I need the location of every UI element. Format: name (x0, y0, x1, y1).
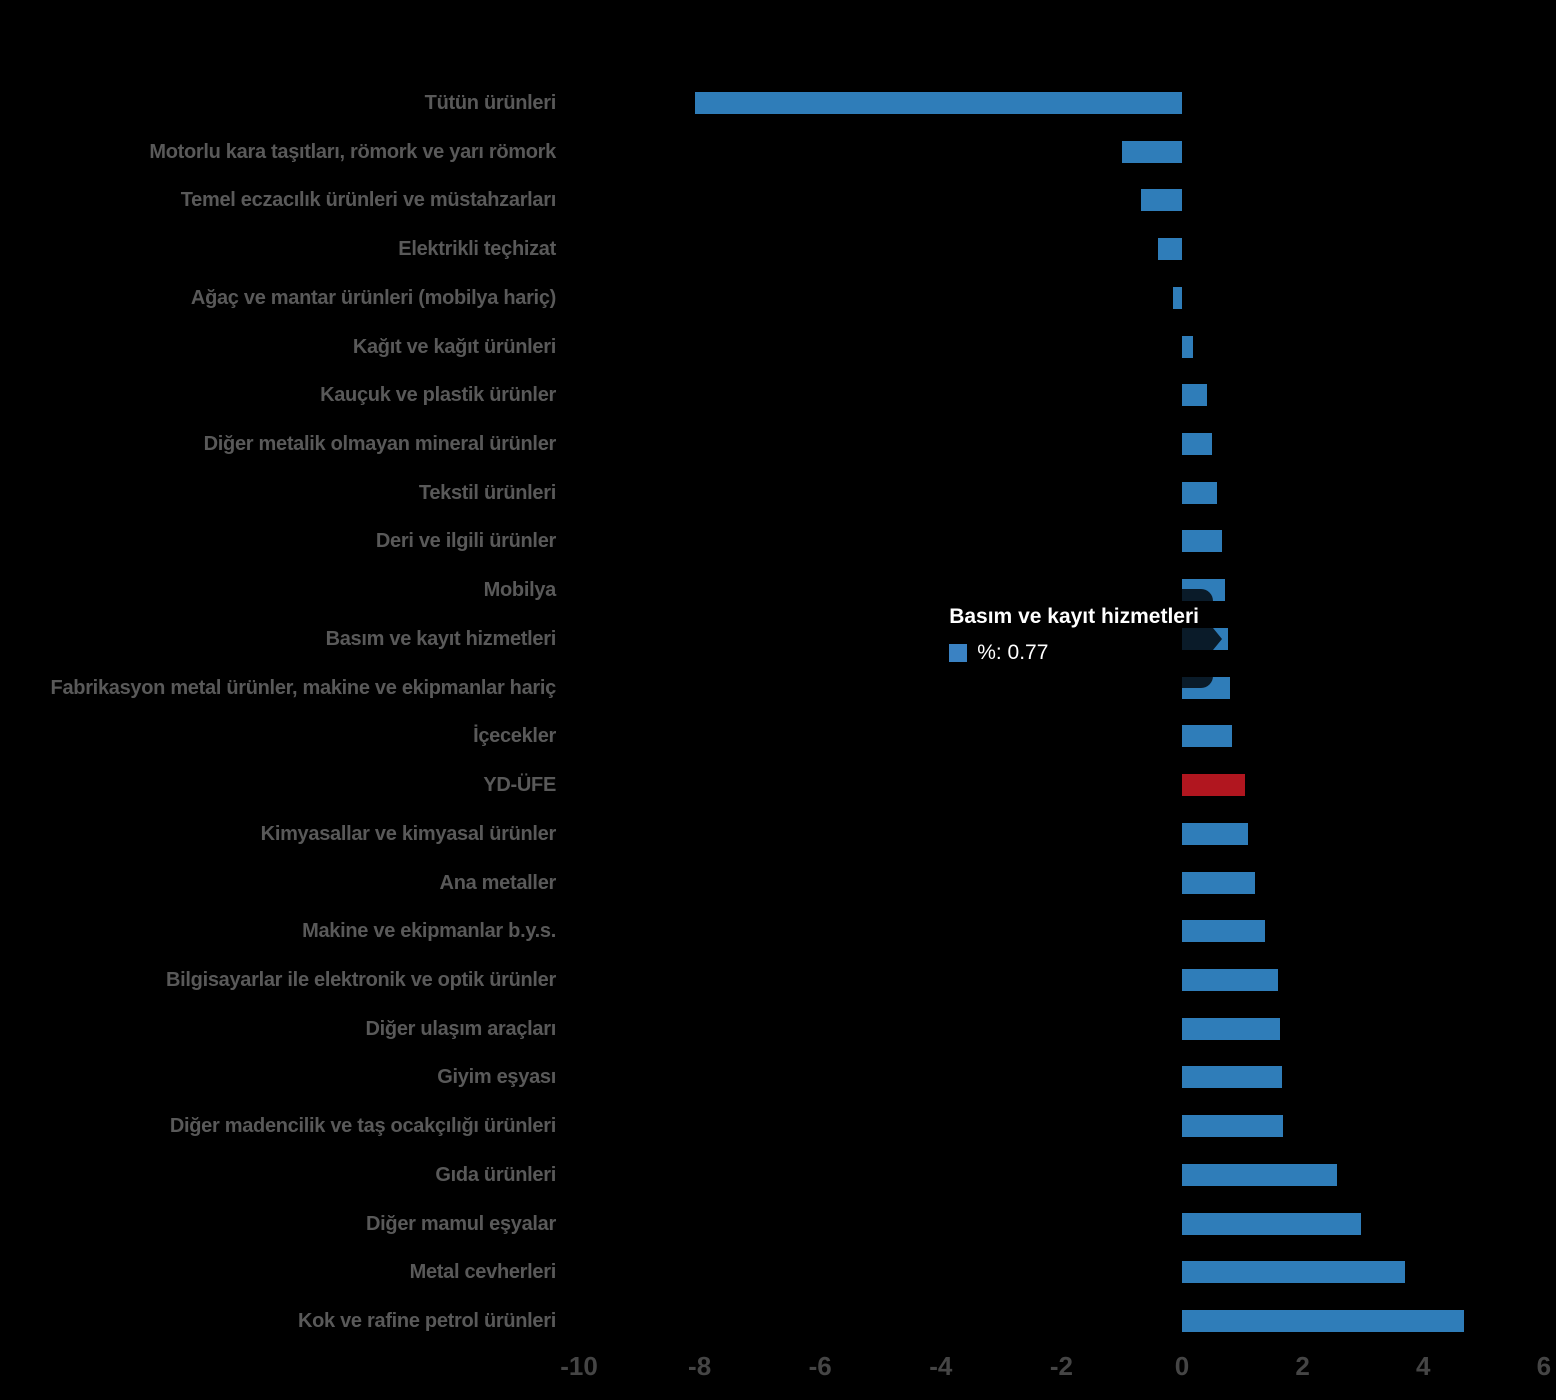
bar[interactable] (1172, 286, 1182, 309)
x-axis-tick: 6 (1536, 1351, 1552, 1381)
bar[interactable] (1182, 871, 1255, 894)
bar[interactable] (1182, 481, 1217, 504)
bar[interactable] (1182, 1115, 1283, 1138)
category-label: Metal cevherleri (409, 1261, 557, 1284)
x-axis-tick: -4 (929, 1351, 953, 1381)
bar[interactable] (1140, 189, 1182, 212)
x-axis-tick: -8 (688, 1351, 712, 1381)
category-label: Diğer mamul eşyalar (366, 1212, 556, 1235)
bar[interactable] (1182, 920, 1266, 943)
tooltip-title: Basım ve kayıt hizmetleri (949, 605, 1199, 628)
category-label: Ana metaller (439, 871, 557, 894)
bar[interactable] (694, 92, 1182, 114)
category-label: Kimyasallar ve kimyasal ürünler (260, 822, 557, 845)
category-label: Diğer ulaşım araçları (365, 1017, 557, 1040)
category-label: Kauçuk ve plastik ürünler (320, 384, 556, 407)
category-label: Gıda ürünleri (435, 1163, 556, 1186)
x-axis-tick: 2 (1295, 1351, 1310, 1381)
category-label: Motorlu kara taşıtları, römork ve yarı r… (149, 140, 556, 163)
category-label: Ağaç ve mantar ürünleri (mobilya hariç) (190, 286, 556, 309)
x-axis-tick: -10 (560, 1351, 598, 1381)
category-label: Deri ve ilgili ürünler (375, 530, 556, 553)
bar[interactable] (1157, 238, 1182, 261)
x-axis-tick: -2 (1049, 1351, 1073, 1381)
category-label: Kok ve rafine petrol ürünleri (297, 1310, 556, 1332)
category-label: Fabrikasyon metal ürünler, makine ve eki… (50, 676, 557, 699)
category-label: Diğer madencilik ve taş ocakçılığı ürünl… (169, 1115, 556, 1138)
x-axis-tick: 0 (1174, 1351, 1190, 1381)
category-label: Elektrikli teçhizat (398, 238, 556, 261)
tooltip-callout-arrow-icon (1213, 628, 1222, 650)
bar[interactable] (1122, 140, 1182, 163)
tooltip: Basım ve kayıt hizmetleri %: 0.77 (936, 589, 1222, 688)
bar[interactable] (1182, 1310, 1464, 1332)
bar[interactable] (1182, 335, 1193, 358)
category-label: Temel eczacılık ürünleri ve müstahzarlar… (180, 189, 557, 212)
bar[interactable] (1182, 822, 1248, 845)
tooltip-value: %: 0.77 (977, 641, 1049, 664)
bar[interactable] (1182, 1261, 1406, 1284)
category-label: Mobilya (483, 579, 557, 602)
series-swatch-icon (949, 644, 968, 662)
category-label: Giyim eşyası (437, 1066, 556, 1089)
bar[interactable] (1182, 725, 1233, 748)
category-label: İçecekler (473, 725, 556, 748)
category-label: Makine ve ekipmanlar b.y.s. (302, 920, 556, 943)
bar[interactable] (1182, 384, 1207, 407)
bar[interactable] (1182, 433, 1213, 456)
category-label: Tekstil ürünleri (418, 481, 556, 504)
category-label: Tütün ürünleri (424, 92, 557, 114)
category-label: Basım ve kayıt hizmetleri (325, 627, 557, 650)
bar[interactable] (1182, 1066, 1283, 1089)
category-label: Bilgisayarlar ile elektronik ve optik ür… (166, 968, 556, 991)
x-axis-tick: 4 (1415, 1351, 1431, 1381)
bar[interactable] (1182, 530, 1223, 553)
category-label: YD-ÜFE (483, 774, 556, 797)
category-label: Kağıt ve kağıt ürünleri (352, 335, 556, 358)
tooltip-value-row: %: 0.77 (949, 641, 1199, 664)
bar[interactable] (1182, 1017, 1280, 1040)
bar[interactable] (1182, 774, 1245, 797)
bar[interactable] (1182, 1212, 1362, 1235)
bar[interactable] (1182, 968, 1279, 991)
bar[interactable] (1182, 1163, 1337, 1186)
x-axis-tick: -6 (808, 1351, 832, 1381)
category-label: Diğer metalik olmayan mineral ürünler (203, 433, 557, 456)
